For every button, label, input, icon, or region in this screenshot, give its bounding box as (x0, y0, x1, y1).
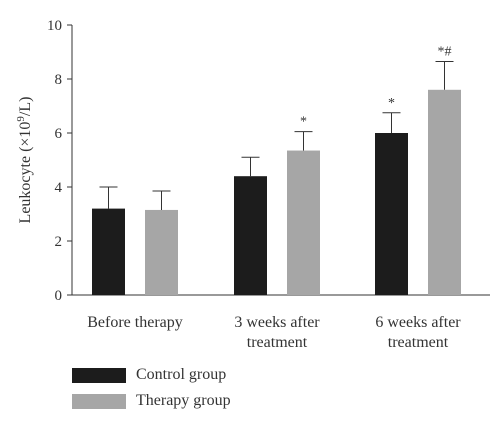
significance-marker: *# (438, 44, 452, 59)
bar-control-1 (234, 176, 267, 295)
y-tick-label: 6 (55, 126, 63, 142)
labels: 0 2 4 6 8 10 Leukocyte (×109/L) * * *# Before ther… (15, 18, 461, 351)
y-tick-label: 8 (55, 72, 63, 88)
bar-control-0 (92, 208, 125, 295)
legend-item-therapy: Therapy group (72, 388, 231, 414)
bar-chart: 0 2 4 6 8 10 Leukocyte (×109/L) * * *# Before ther… (15, 18, 490, 351)
bar-control-2 (375, 133, 408, 295)
x-tick-label: treatment (388, 334, 449, 351)
x-tick-label: Before therapy (87, 314, 183, 331)
bars (92, 60, 461, 295)
x-tick-label: treatment (247, 334, 308, 351)
y-tick-label: 0 (55, 288, 63, 304)
x-tick-label: 3 weeks after (234, 314, 320, 331)
x-tick-label: 6 weeks after (375, 314, 461, 331)
bar-therapy-2 (428, 89, 461, 295)
legend-item-control: Control group (72, 362, 231, 388)
bar-therapy-0 (145, 209, 178, 295)
bar-therapy-1 (287, 150, 320, 295)
y-tick-label: 2 (55, 234, 63, 250)
legend-swatch-therapy (72, 393, 126, 409)
y-axis-title: Leukocyte (×109/L) (15, 97, 34, 224)
legend-label-control: Control group (136, 366, 227, 383)
y-tick-label: 4 (55, 180, 63, 196)
y-tick-label: 10 (47, 18, 62, 34)
legend: Control group Therapy group (72, 362, 231, 414)
significance-marker: * (388, 96, 395, 111)
significance-marker: * (300, 115, 307, 130)
legend-swatch-control (72, 367, 126, 383)
axes (67, 24, 490, 296)
legend-label-therapy: Therapy group (136, 392, 231, 409)
